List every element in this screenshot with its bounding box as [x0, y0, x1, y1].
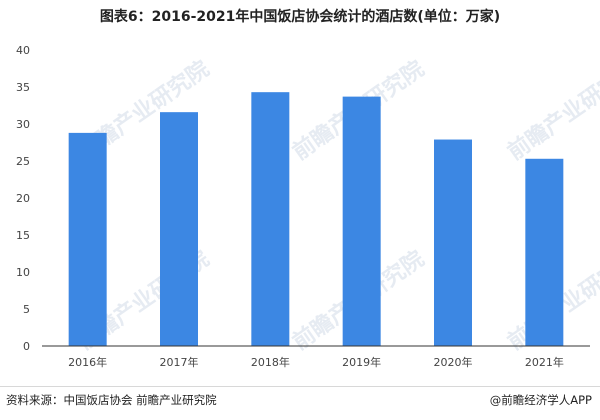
footer-divider	[0, 386, 600, 387]
x-tick-label: 2021年	[525, 355, 564, 369]
x-tick-label: 2019年	[342, 355, 381, 369]
bar	[251, 92, 290, 347]
y-tick-label: 5	[23, 303, 30, 316]
bar	[525, 158, 564, 346]
x-tick-label: 2017年	[160, 355, 199, 369]
y-tick-label: 25	[16, 155, 30, 168]
brand-label: @前瞻经济学人APP	[489, 393, 592, 407]
bars	[68, 92, 564, 347]
y-tick-label: 40	[16, 44, 30, 57]
source-note: 资料来源：中国饭店协会 前瞻产业研究院	[6, 393, 217, 407]
y-tick-label: 20	[16, 192, 30, 205]
bar	[68, 132, 107, 346]
x-tick-label: 2018年	[251, 355, 290, 369]
y-tick-label: 0	[23, 340, 30, 353]
x-axis-ticks: 2016年 2017年 2018年 2019年 2020年 2021年	[68, 355, 564, 369]
y-tick-label: 15	[16, 229, 30, 242]
x-tick-label: 2016年	[68, 355, 107, 369]
y-tick-label: 10	[16, 266, 30, 279]
y-tick-label: 35	[16, 81, 30, 94]
y-axis-ticks: 0 5 10 15 20 25 30 35 40	[16, 44, 30, 353]
chart-title: 图表6：2016-2021年中国饭店协会统计的酒店数(单位：万家)	[99, 9, 501, 25]
x-tick-label: 2020年	[434, 355, 473, 369]
y-tick-label: 30	[16, 118, 30, 131]
bar	[434, 139, 472, 346]
bar	[160, 112, 198, 346]
bar	[342, 96, 381, 347]
